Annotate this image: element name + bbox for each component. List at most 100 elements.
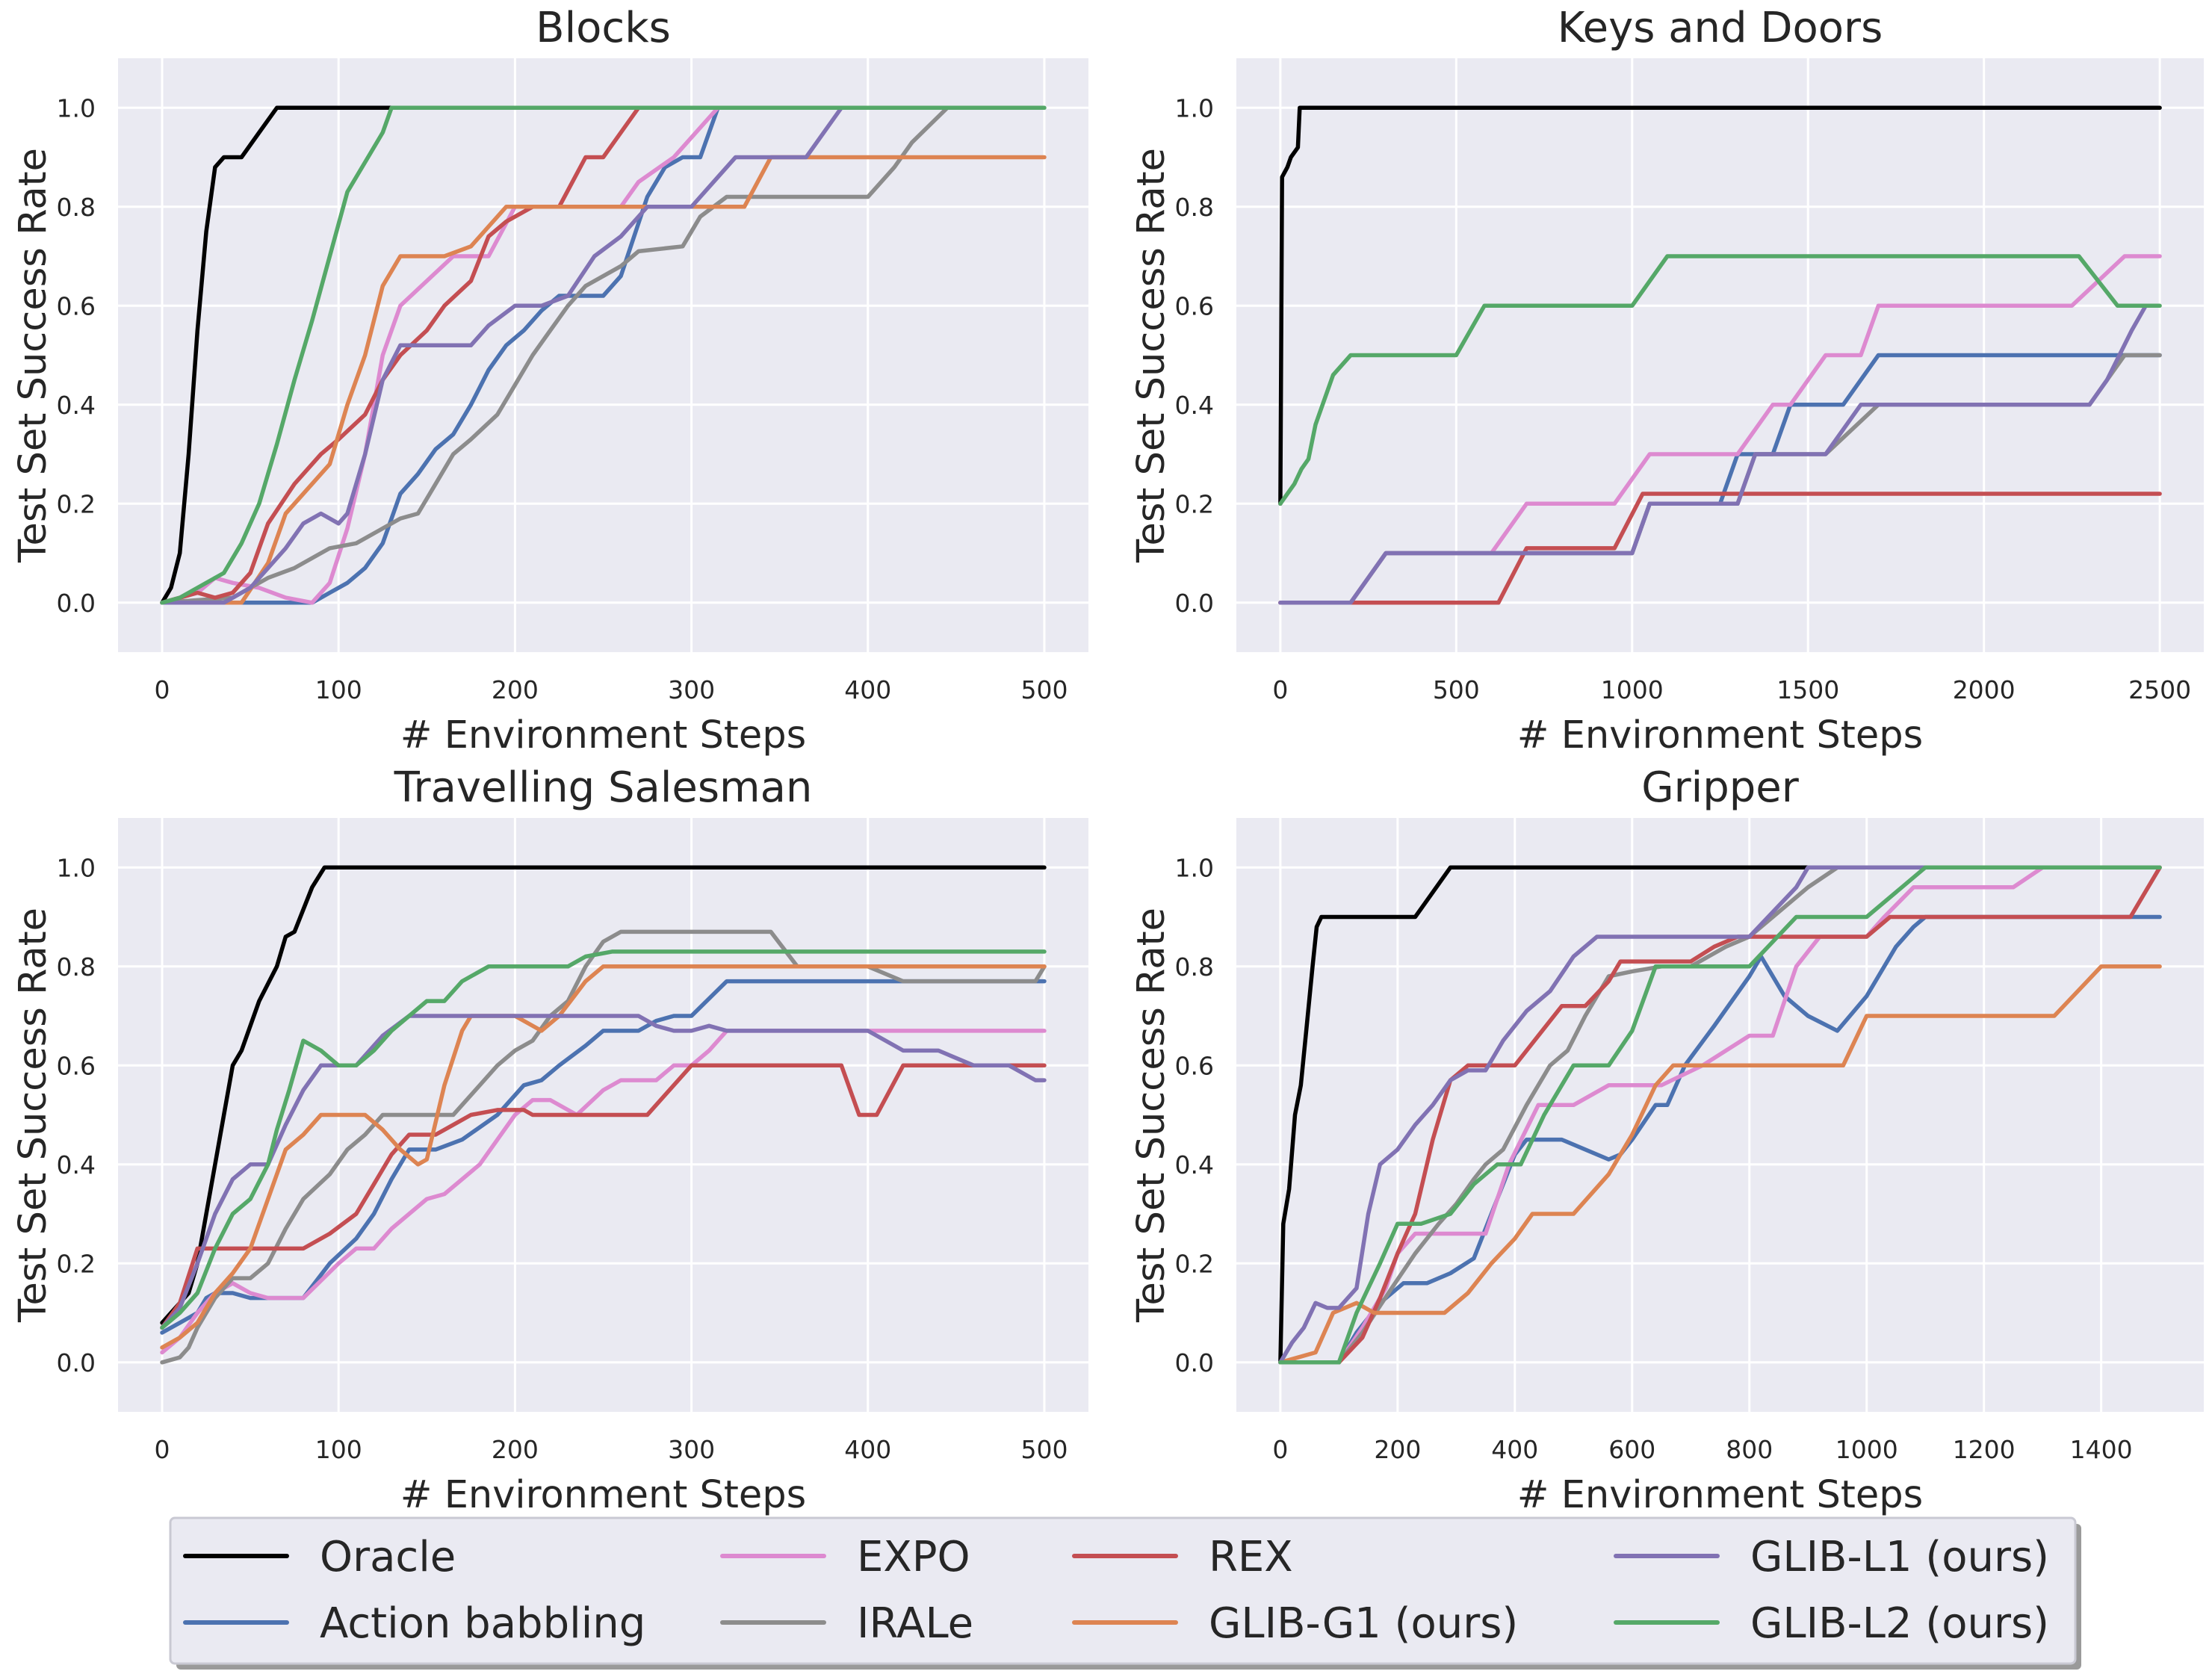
y-tick-label: 0.4 — [1175, 1150, 1214, 1180]
x-tick-label: 0 — [155, 1435, 170, 1464]
series-line — [1278, 105, 2162, 506]
x-tick-label: 0 — [155, 675, 170, 704]
legend-label: EXPO — [857, 1533, 970, 1581]
legend-box — [169, 1516, 2077, 1665]
series-line — [160, 105, 949, 605]
y-tick-label: 0.8 — [1175, 193, 1214, 222]
x-tick-label: 800 — [1726, 1435, 1773, 1464]
x-axis-label: # Environment Steps — [400, 1473, 807, 1517]
series-line — [160, 105, 1047, 605]
legend: Oracle Action babbling EXPO IRALe REX GLIB-G1… — [169, 1516, 2081, 1670]
x-tick-label: 400 — [1491, 1435, 1538, 1464]
x-tick-label: 1000 — [1601, 675, 1664, 704]
x-tick-label: 0 — [1272, 1435, 1288, 1464]
chart-panel: 0 500 1000 1500 2000 2500 0.0 0.2 0.4 0.6 0.8 1.0 Ke… — [1130, 4, 2204, 757]
x-tick-label: 500 — [1020, 1435, 1068, 1464]
chart-panel: 0 100 200 300 400 500 0.0 0.2 0.4 0.6 0.8 1.0 Travel… — [11, 763, 1088, 1517]
x-tick-label: 100 — [315, 675, 362, 704]
legend-label: GLIB-G1 (ours) — [1209, 1599, 1518, 1648]
legend-label: GLIB-L1 (ours) — [1750, 1533, 2049, 1581]
y-tick-label: 0.8 — [1175, 952, 1214, 982]
series-group — [160, 105, 1047, 605]
series-group — [160, 865, 1047, 1365]
series-line — [160, 964, 1047, 1350]
series-line — [160, 105, 641, 605]
x-tick-label: 1000 — [1835, 1435, 1898, 1464]
series-line — [1278, 865, 2162, 1365]
y-tick-label: 0.4 — [1175, 391, 1214, 420]
x-tick-label: 300 — [668, 675, 715, 704]
chart-panel: 0 100 200 300 400 500 0.0 0.2 0.4 0.6 0.8 1.0 Blocks… — [11, 4, 1088, 757]
x-tick-label: 2500 — [2128, 675, 2191, 704]
series-line — [160, 929, 1047, 1365]
series-line — [160, 1014, 1047, 1330]
legend-label: GLIB-L2 (ours) — [1750, 1599, 2049, 1648]
y-tick-label: 0.0 — [57, 1348, 96, 1377]
y-tick-label: 0.0 — [57, 589, 96, 618]
y-tick-label: 0.6 — [57, 291, 96, 320]
series-line — [1278, 254, 2162, 506]
x-tick-label: 300 — [668, 1435, 715, 1464]
x-axis-label: # Environment Steps — [1517, 713, 1924, 757]
series-line — [160, 1063, 1047, 1330]
series-line — [160, 105, 729, 605]
y-tick-label: 0.6 — [1175, 291, 1214, 320]
y-tick-label: 0.0 — [1175, 589, 1214, 618]
plot-area — [118, 58, 1088, 652]
x-axis-label: # Environment Steps — [1517, 1473, 1924, 1517]
x-tick-label: 200 — [492, 675, 539, 704]
y-tick-label: 0.8 — [57, 952, 96, 982]
series-line — [1278, 865, 1810, 1365]
chart-title: Blocks — [536, 4, 671, 52]
x-tick-label: 600 — [1608, 1435, 1655, 1464]
series-line — [1278, 865, 1927, 1365]
series-line — [160, 949, 1047, 1330]
legend-label: IRALe — [857, 1599, 973, 1648]
y-tick-label: 0.6 — [57, 1051, 96, 1080]
series-group — [1278, 105, 2162, 605]
x-tick-label: 2000 — [1953, 675, 2016, 704]
series-line — [160, 105, 852, 605]
y-tick-label: 1.0 — [1175, 93, 1214, 123]
x-tick-label: 400 — [844, 1435, 891, 1464]
y-tick-label: 0.8 — [57, 193, 96, 222]
x-tick-label: 100 — [315, 1435, 362, 1464]
y-tick-label: 0.2 — [1175, 1249, 1214, 1278]
x-tick-label: 200 — [1374, 1435, 1421, 1464]
series-line — [1278, 492, 2162, 605]
y-tick-label: 0.2 — [57, 489, 96, 518]
x-tick-label: 0 — [1272, 675, 1288, 704]
y-tick-label: 0.0 — [1175, 1348, 1214, 1377]
series-group — [1278, 865, 2162, 1365]
y-tick-label: 1.0 — [57, 93, 96, 123]
x-tick-label: 500 — [1020, 675, 1068, 704]
chart-panel: 0 200 400 600 800 1000 1200 1400 0.0 0.2 0.4 0.6 0.8… — [1130, 763, 2204, 1517]
y-axis-label: Test Set Success Rate — [11, 908, 55, 1323]
legend-label: Oracle — [320, 1533, 456, 1581]
series-line — [160, 1029, 1047, 1355]
series-line — [160, 979, 1047, 1335]
x-tick-label: 1400 — [2070, 1435, 2133, 1464]
plot-area — [1236, 818, 2204, 1412]
chart-title: Travelling Salesman — [394, 763, 813, 812]
y-axis-label: Test Set Success Rate — [1130, 148, 1174, 563]
series-line — [160, 155, 1047, 605]
y-tick-label: 1.0 — [1175, 853, 1214, 882]
x-tick-label: 200 — [492, 1435, 539, 1464]
legend-label: Action babbling — [320, 1599, 645, 1648]
y-axis-label: Test Set Success Rate — [11, 148, 55, 563]
y-axis-label: Test Set Success Rate — [1130, 908, 1174, 1323]
y-tick-label: 0.2 — [1175, 489, 1214, 518]
chart-title: Gripper — [1641, 763, 1800, 812]
x-tick-label: 1500 — [1776, 675, 1839, 704]
legend-label: REX — [1209, 1533, 1293, 1581]
y-tick-label: 0.4 — [57, 1150, 96, 1180]
chart-title: Keys and Doors — [1558, 4, 1883, 52]
series-line — [1278, 914, 2162, 1365]
y-tick-label: 0.6 — [1175, 1051, 1214, 1080]
x-tick-label: 400 — [844, 675, 891, 704]
y-tick-label: 1.0 — [57, 853, 96, 882]
x-tick-label: 500 — [1433, 675, 1480, 704]
y-tick-label: 0.2 — [57, 1249, 96, 1278]
